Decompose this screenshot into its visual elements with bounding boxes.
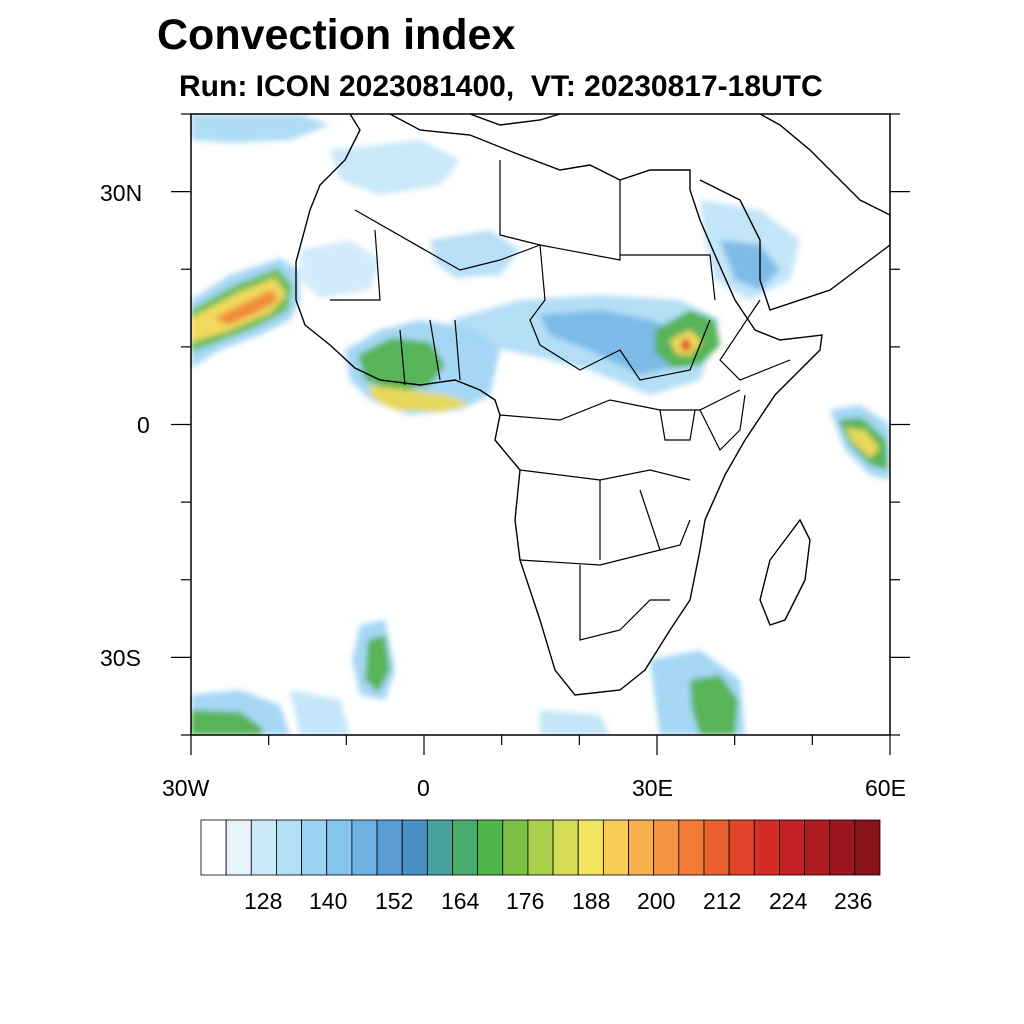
africa-coastline [295, 114, 823, 696]
madagascar-coastline [759, 518, 811, 626]
colorbar-label-152: 152 [375, 888, 414, 914]
field-sahara-north [330, 140, 460, 195]
border [699, 394, 746, 452]
colorbar-label-128: 128 [244, 888, 283, 914]
field-sahara-west [300, 240, 380, 298]
field-south-madag [540, 710, 610, 735]
field-south-west-green [191, 710, 262, 735]
colorbar-label-176: 176 [506, 888, 545, 914]
border [330, 229, 381, 301]
field-ethiopia-red [680, 338, 692, 352]
arabia-coastline [699, 114, 890, 311]
border [599, 480, 661, 560]
field-med-nw [191, 114, 330, 143]
colorbar-label-224: 224 [769, 888, 808, 914]
field-arabia-blue [720, 240, 780, 290]
colorbar-label-164: 164 [441, 888, 480, 914]
coastlines [295, 114, 890, 696]
colorbar-label-236: 236 [834, 888, 873, 914]
field-indian-yellow [845, 428, 880, 458]
colorbar-label-212: 212 [703, 888, 742, 914]
field-guinea-yellow [368, 385, 470, 412]
border [620, 254, 716, 301]
map-background [191, 114, 890, 735]
chart-title: Convection index [157, 11, 516, 59]
lon-label-60e: 60E [865, 775, 906, 801]
lon-label-30e: 30E [632, 775, 673, 801]
field-atlantic-orange [215, 290, 278, 325]
border [579, 565, 670, 641]
border [519, 469, 691, 481]
axis-ticks [171, 113, 910, 755]
country-borders [330, 160, 791, 641]
field-sahel-blue [540, 310, 690, 375]
lat-label-0: 0 [137, 412, 150, 438]
chart-subtitle: Run: ICON 2023081400, VT: 20230817-18UTC [179, 70, 823, 103]
lon-label-0: 0 [417, 775, 430, 801]
lon-label-30w: 30W [162, 775, 210, 801]
border [659, 409, 696, 441]
border [519, 519, 691, 566]
border [399, 319, 461, 386]
lat-label-30s: 30S [100, 645, 141, 671]
europe-coast [469, 114, 561, 126]
colorbar-label-200: 200 [637, 888, 676, 914]
field-south-center-green [365, 635, 390, 692]
colorbar-label-188: 188 [572, 888, 611, 914]
field-south-mid [290, 690, 350, 735]
field-guinea-green [358, 338, 445, 392]
border [719, 299, 791, 381]
border [354, 209, 541, 271]
border [529, 244, 711, 381]
field-south-east-green [690, 675, 738, 735]
lat-label-30n: 30N [100, 180, 143, 206]
colorbar-label-140: 140 [309, 888, 348, 914]
